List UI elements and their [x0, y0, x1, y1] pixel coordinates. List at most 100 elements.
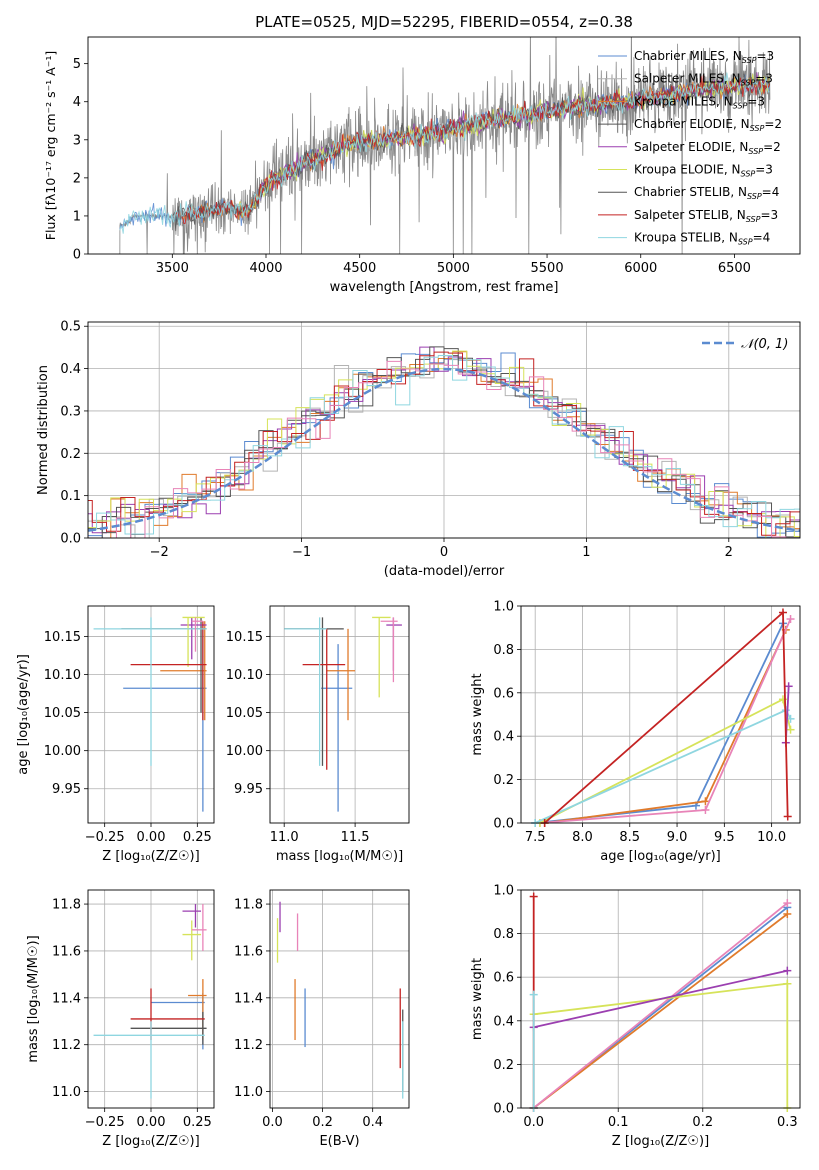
mass-weight-marker — [783, 899, 792, 908]
mass_vs_Z-ytick-label: 11.4 — [52, 991, 81, 1006]
mass_vs_ebv-xlabel: E(B-V) — [319, 1134, 359, 1149]
age_vs_mass-ytick-label: 10.00 — [226, 744, 263, 759]
residuals-xtick-label: 0 — [440, 545, 448, 560]
mass_vs_ebv-ytick-label: 11.6 — [234, 944, 263, 959]
data-point — [93, 617, 207, 766]
massweight_vs_age-xtick-label: 8.0 — [572, 830, 593, 845]
data-point — [130, 1011, 207, 1045]
spectrum-ytick-label: 4 — [73, 95, 81, 110]
mass-weight-line — [534, 709, 792, 823]
age_vs_Z-xtick-label: 0.25 — [183, 830, 212, 845]
age_vs_Z-axes: −0.25 0.00 0.25 9.95 10.00 10.05 10.10 10.15 — [44, 606, 214, 845]
age_vs_mass-ytick-label: 10.05 — [226, 706, 263, 721]
massweight_vs_age-ytick-label: 0.0 — [493, 817, 514, 832]
data-point — [372, 616, 391, 698]
mass-weight-marker — [784, 682, 793, 691]
spectrum-xtick-label: 5000 — [437, 261, 470, 276]
mass_vs_ebv-axes: 0.0 0.2 0.4 11.0 11.2 11.4 11.6 11.8 — [234, 890, 409, 1130]
data-point — [326, 628, 356, 721]
age_vs_mass-frame — [269, 605, 410, 824]
massweight_vs_age-ylabel: mass weight — [470, 673, 485, 755]
mass-weight-marker — [783, 966, 792, 975]
age_vs_mass-xtick-label: 11.5 — [341, 830, 370, 845]
age_vs_mass-ytick-label: 10.10 — [226, 668, 263, 683]
residuals-ytick-label: 0.3 — [60, 404, 81, 419]
mass_vs_ebv-ytick-label: 11.0 — [234, 1085, 263, 1100]
massweight_vs_Z-ytick-label: 0.6 — [493, 971, 514, 986]
massweight_vs_age-ytick-label: 0.2 — [493, 773, 514, 788]
data-point — [302, 628, 346, 770]
massweight_vs_Z-ytick-label: 1.0 — [493, 884, 514, 899]
data-point — [130, 621, 207, 721]
data-point — [191, 904, 207, 951]
legend-entry: Salpeter ELODIE, NSSP=2 — [634, 140, 781, 156]
age_vs_Z-xtick-label: 0.00 — [137, 830, 166, 845]
data-point — [380, 617, 398, 683]
legend-entry: Salpeter MILES, NSSP=3 — [634, 72, 773, 88]
residuals-xlabel: (data-model)/error — [384, 564, 505, 579]
massweight_vs_age-ytick-label: 0.8 — [493, 643, 514, 658]
legend-entry: Kroupa ELODIE, NSSP=3 — [634, 163, 773, 179]
legend-entry: Chabrier MILES, NSSP=3 — [634, 49, 774, 65]
massweight_vs_Z-xtick-label: 0.2 — [692, 1115, 713, 1130]
residual-histogram — [88, 360, 800, 538]
residuals-xtick-label: 1 — [582, 545, 590, 560]
massweight_vs_Z-ytick-label: 0.0 — [493, 1102, 514, 1117]
age_vs_Z-xtick-label: −0.25 — [85, 830, 125, 845]
mass-weight-marker — [701, 797, 710, 806]
legend-entry: Chabrier ELODIE, NSSP=2 — [634, 117, 782, 133]
mass-weight-line — [544, 610, 789, 823]
mass-weight-line — [533, 902, 788, 1108]
age_vs_mass-xlabel: mass [log₁₀(M/M☉)] — [276, 849, 403, 864]
massweight_vs_Z-ytick-label: 0.8 — [493, 927, 514, 942]
residuals-xtick-label: 2 — [725, 545, 733, 560]
mass_vs_Z-frame — [87, 889, 215, 1109]
massweight_vs_age-ytick-label: 1.0 — [493, 600, 514, 615]
mass_vs_Z-xlabel: Z [log₁₀(Z/Z☉)] — [102, 1134, 199, 1149]
legend-entry: Kroupa MILES, NSSP=3 — [634, 94, 765, 110]
data-point — [130, 988, 205, 1041]
data-point — [284, 617, 344, 766]
spectrum-xtick-label: 5500 — [531, 261, 564, 276]
spectrum-xlabel: wavelength [Angstrom, rest frame] — [330, 280, 559, 295]
massweight_vs_Z-xtick-label: 0.0 — [523, 1115, 544, 1130]
massweight_vs_age-xlabel: age [log₁₀(age/yr)] — [600, 849, 721, 864]
mass-weight-marker — [701, 805, 710, 814]
massweight_vs_age-ytick-label: 0.6 — [493, 686, 514, 701]
mass_vs_ebv-xtick-label: 0.4 — [362, 1115, 383, 1130]
residuals-frame — [87, 321, 801, 539]
mass_vs_ebv-ytick-label: 11.2 — [234, 1038, 263, 1053]
mass-weight-marker — [783, 812, 792, 821]
age_vs_Z-ytick-label: 10.05 — [44, 706, 81, 721]
massweight_vs_age-xtick-label: 7.5 — [525, 830, 546, 845]
mass-weight-marker — [783, 979, 792, 988]
massweight_vs_age-xtick-label: 9.5 — [714, 830, 735, 845]
mass_vs_Z-xtick-label: −0.25 — [85, 1115, 125, 1130]
normal-curve — [87, 367, 801, 532]
spectrum-legend: Chabrier MILES, NSSP=3 Salpeter MILES, NS… — [598, 49, 782, 247]
data-point — [191, 617, 203, 652]
massweight_vs_Z-ylabel: mass weight — [470, 958, 485, 1040]
spectrum-xtick-label: 3500 — [156, 261, 189, 276]
mass-weight-marker — [783, 909, 792, 918]
spectrum-xtick-label: 6500 — [718, 261, 751, 276]
age_vs_mass-axes: 11.0 11.5 9.95 10.00 10.05 10.10 10.15 — [226, 606, 409, 845]
data-point — [123, 628, 207, 812]
mass-weight-line — [533, 913, 788, 1108]
massweight_vs_age-ytick-label: 0.4 — [493, 730, 514, 745]
age_vs_Z-ytick-label: 9.95 — [52, 782, 81, 797]
legend-entry: Chabrier STELIB, NSSP=4 — [634, 185, 779, 201]
data-point — [160, 621, 207, 721]
age_vs_mass-ytick-label: 9.95 — [234, 782, 263, 797]
mass_vs_Z-xtick-label: 0.00 — [137, 1115, 166, 1130]
age_vs_Z-xlabel: Z [log₁₀(Z/Z☉)] — [102, 849, 199, 864]
residuals-ytick-label: 0.5 — [60, 320, 81, 335]
mass-weight-line — [533, 969, 788, 1029]
residual-histogram — [88, 351, 800, 536]
spectrum-ytick-label: 1 — [73, 209, 81, 224]
massweight_vs_age-frame — [520, 605, 801, 824]
spectrum-title: PLATE=0525, MJD=52295, FIBERID=0554, z=0… — [255, 13, 633, 31]
age_vs_Z-ytick-label: 10.10 — [44, 668, 81, 683]
data-point — [182, 616, 205, 667]
data-point — [386, 617, 402, 671]
